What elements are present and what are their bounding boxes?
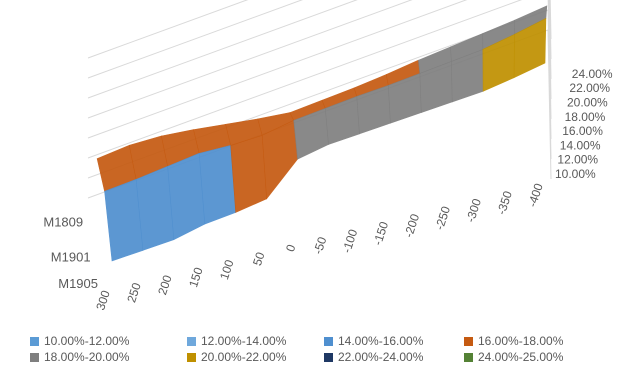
legend-swatch [187, 352, 196, 362]
legend-swatch [464, 336, 473, 346]
legend-item: 16.00%-18.00% [464, 333, 563, 349]
x-tick-label: 300 [93, 288, 113, 312]
z-tick-label: 24.00% [572, 67, 613, 81]
legend-item: 20.00%-22.00% [187, 349, 286, 365]
x-tick-label: 100 [217, 258, 237, 282]
gridline [549, 0, 552, 40]
surface-patch [198, 144, 237, 225]
legend-label: 16.00%-18.00% [478, 334, 564, 348]
surface-patch [135, 165, 175, 251]
x-tick-label: 150 [186, 265, 206, 289]
legend-label: 10.00%-12.00% [44, 334, 130, 348]
series-label: M1809 [43, 215, 83, 230]
series-label: M1905 [58, 276, 98, 291]
legend-swatch [30, 336, 39, 346]
legend-swatch [324, 352, 333, 362]
x-tick-label: -350 [494, 189, 515, 216]
legend-swatch [30, 352, 39, 362]
x-tick-label: -50 [311, 235, 330, 256]
legend-item: 14.00%-16.00% [324, 333, 423, 349]
surface-patch [167, 152, 206, 241]
legend-swatch [324, 336, 333, 346]
legend-item: 24.00%-25.00% [464, 349, 563, 365]
x-tick-label: -300 [463, 197, 484, 224]
gridline [87, 0, 468, 139]
z-tick-label: 10.00% [555, 167, 596, 181]
legend-label: 20.00%-22.00% [201, 350, 287, 364]
gridline [87, 0, 523, 159]
x-tick-label: 0 [283, 242, 298, 253]
series-label: M1901 [51, 249, 91, 264]
z-tick-label: 14.00% [560, 138, 601, 152]
x-tick-label: -100 [340, 227, 361, 254]
legend-label: 14.00%-16.00% [338, 334, 424, 348]
legend-label: 24.00%-25.00% [478, 350, 564, 364]
surface-patch [230, 134, 267, 213]
surface-patch [513, 17, 547, 79]
legend-label: 12.00%-14.00% [201, 334, 287, 348]
x-tick-label: 250 [124, 281, 144, 305]
legend-item: 10.00%-12.00% [30, 333, 129, 349]
z-tick-label: 20.00% [567, 96, 608, 110]
x-tick-label: -400 [525, 181, 546, 208]
z-tick-label: 22.00% [569, 81, 610, 95]
x-tick-label: -200 [401, 212, 422, 239]
z-tick-label: 16.00% [562, 124, 603, 138]
z-tick-label: 18.00% [565, 110, 606, 124]
legend-label: 18.00%-20.00% [44, 350, 130, 364]
gridline [87, 0, 249, 59]
legend-swatch [464, 352, 473, 362]
z-tick-label: 12.00% [557, 153, 598, 167]
gridline [87, 0, 358, 99]
x-tick-label: 200 [155, 273, 175, 297]
x-tick-label: -250 [432, 204, 453, 231]
legend: 10.00%-12.00% 12.00%-14.00% 14.00%-16.00… [30, 333, 620, 365]
legend-label: 22.00%-24.00% [338, 350, 424, 364]
x-tick-label: 50 [250, 250, 268, 267]
gridline [87, 0, 304, 79]
x-tick-label: -150 [370, 220, 391, 247]
legend-item: 12.00%-14.00% [187, 333, 286, 349]
surface-chart: 300 250 200 150 100 50 0 -50 -100 -150 -200 -250 -30… [43, 0, 613, 312]
legend-item: 22.00%-24.00% [324, 349, 423, 365]
legend-swatch [187, 336, 196, 346]
gridline [87, 0, 413, 119]
legend-item: 18.00%-20.00% [30, 349, 129, 365]
